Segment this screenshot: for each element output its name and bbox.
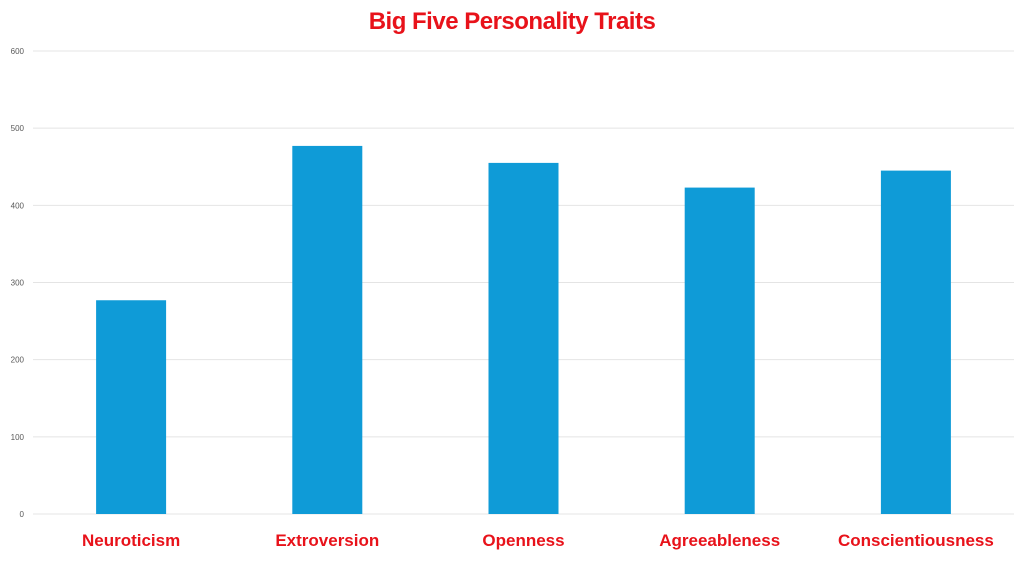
bar-agreeableness bbox=[684, 187, 755, 514]
category-label-extroversion: Extroversion bbox=[275, 531, 379, 550]
category-label-conscientiousness: Conscientiousness bbox=[838, 531, 994, 550]
chart-title: Big Five Personality Traits bbox=[368, 8, 656, 35]
y-tick-label: 200 bbox=[11, 356, 25, 365]
category-label-neuroticism: Neuroticism bbox=[82, 531, 180, 550]
bar-conscientiousness bbox=[880, 170, 951, 514]
y-tick-label: 300 bbox=[11, 279, 25, 288]
bar-openness bbox=[488, 162, 559, 514]
y-tick-label: 100 bbox=[11, 433, 25, 442]
y-tick-label: 400 bbox=[11, 201, 25, 210]
bar-extroversion bbox=[292, 145, 363, 515]
y-tick-label: 600 bbox=[11, 47, 25, 56]
category-label-openness: Openness bbox=[482, 531, 564, 550]
category-label-agreeableness: Agreeableness bbox=[659, 531, 780, 550]
y-tick-label: 0 bbox=[20, 510, 25, 519]
y-tick-label: 500 bbox=[11, 124, 25, 133]
bar-neuroticism bbox=[96, 300, 167, 514]
